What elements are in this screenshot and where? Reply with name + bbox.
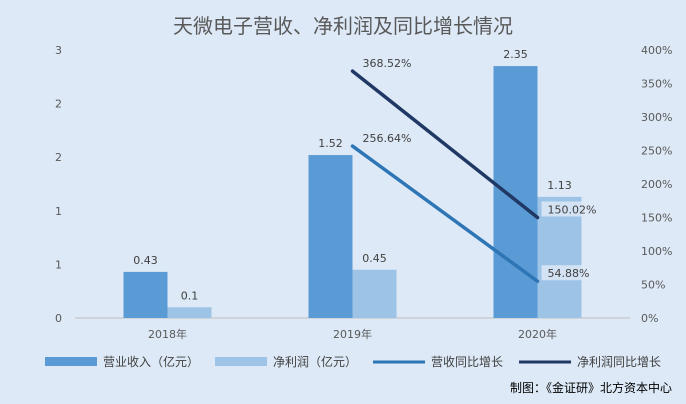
right-tick-label: 200%: [641, 178, 672, 191]
bar: [308, 155, 353, 318]
bar-data-label: 0.1: [181, 289, 199, 302]
credit-text: 制图：《金证研》北方资本中心: [510, 380, 672, 395]
right-tick-label: 350%: [641, 78, 672, 91]
line-label-bg: [356, 55, 418, 71]
x-axis-labels: 2018年 2019年 2020年: [148, 327, 557, 341]
bar-data-label: 1.13: [547, 179, 572, 192]
right-tick-label: 0%: [641, 312, 658, 325]
left-tick-label: 3: [55, 44, 62, 57]
bar-data-label: 0.45: [362, 252, 387, 265]
category-label: 2020年: [518, 327, 557, 341]
legend-label: 营业收入（亿元）: [103, 354, 199, 369]
line-series-path: [350, 144, 540, 283]
left-tick-label: 1: [55, 258, 62, 271]
legend-swatch: [215, 357, 268, 366]
line-series: 256.64% 54.88% 368.52% 150.02%: [350, 55, 603, 283]
line-label-bg: [541, 265, 596, 281]
bar-data-label: 0.43: [133, 254, 158, 267]
left-tick-label: 1: [55, 205, 62, 218]
line-label-bg: [356, 130, 418, 146]
left-tick-label: 0: [55, 312, 62, 325]
bar: [537, 196, 582, 318]
category-label: 2018年: [148, 327, 187, 341]
right-tick-label: 50%: [641, 279, 665, 292]
bar-series: 0.43 1.52 2.35 0.1 0.45 1.13: [123, 48, 582, 318]
bar: [123, 271, 168, 318]
left-axis: 0 1 1 2 2 3: [55, 44, 62, 325]
legend-swatch: [45, 357, 97, 366]
right-tick-label: 100%: [641, 245, 672, 258]
line-series-path: [350, 69, 540, 220]
chart-title: 天微电子营收、净利润及同比增长情况: [173, 14, 513, 38]
line-label-bg: [541, 201, 603, 217]
right-tick-label: 150%: [641, 212, 672, 225]
bar-data-label: 1.52: [318, 137, 343, 150]
right-axis: 0% 50% 100% 150% 200% 250% 300% 350% 400%: [641, 44, 672, 325]
right-tick-label: 250%: [641, 145, 672, 158]
legend-label: 净利润同比增长: [577, 355, 661, 369]
legend-label: 营收同比增长: [431, 355, 503, 369]
line-data-label: 54.88%: [548, 267, 590, 280]
left-tick-label: 2: [55, 98, 62, 111]
bar: [167, 307, 212, 318]
line-data-label: 256.64%: [363, 132, 412, 145]
right-tick-label: 400%: [641, 44, 672, 57]
legend: 营业收入（亿元） 净利润（亿元） 营收同比增长 净利润同比增长: [45, 354, 661, 369]
bar: [493, 66, 538, 318]
bar: [352, 269, 397, 318]
left-tick-label: 2: [55, 151, 62, 164]
line-data-label: 150.02%: [548, 203, 597, 216]
legend-label: 净利润（亿元）: [273, 354, 357, 369]
bar-data-label: 2.35: [503, 48, 528, 61]
right-tick-label: 300%: [641, 111, 672, 124]
line-data-label: 368.52%: [363, 57, 412, 70]
category-label: 2019年: [333, 327, 372, 341]
